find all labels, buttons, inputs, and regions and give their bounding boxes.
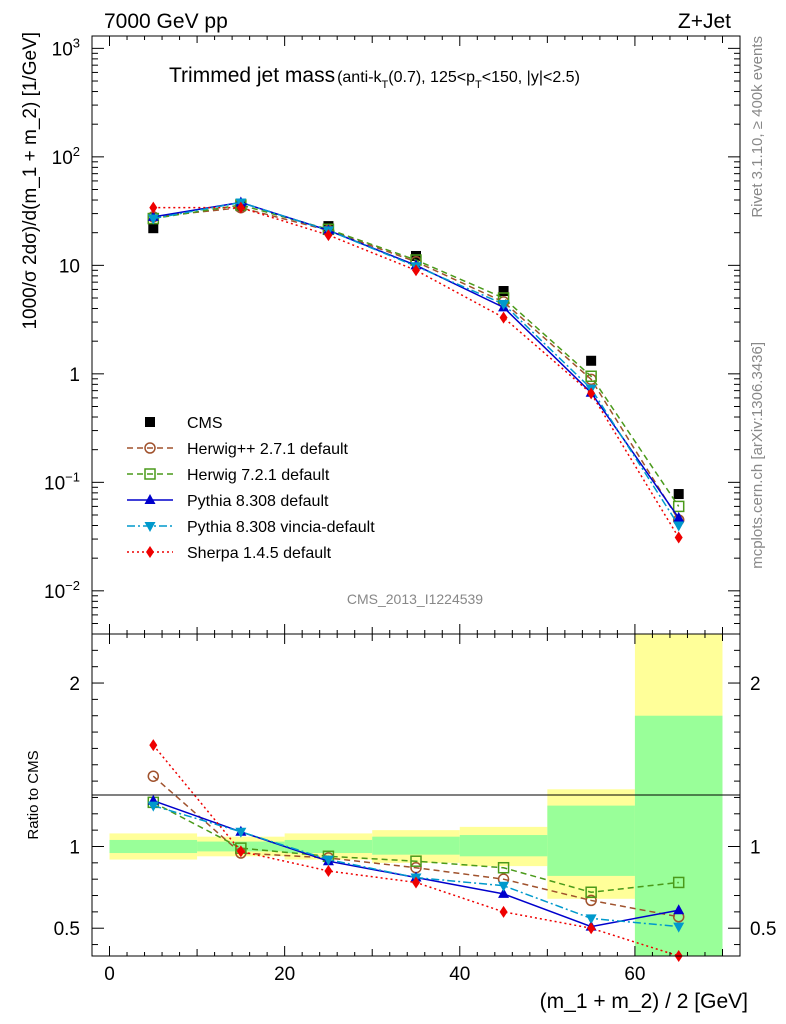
legend-marker-cms [145, 417, 155, 427]
y-tick-label-ratio-right: 2 [750, 674, 761, 695]
main-y-axis-label: 1000/σ 2dσ)/d(m_1 + m_2) [1/GeV] [20, 32, 41, 330]
ratio-panel-frame [91, 633, 741, 957]
header-left: 7000 GeV pp [104, 10, 228, 33]
ratio-band-inner [284, 839, 373, 854]
y-tick-label-main: 1 [69, 365, 80, 386]
legend-marker-herwig7 [144, 468, 156, 480]
ratio-band-inner [634, 715, 723, 956]
data-point-pythia [673, 511, 685, 522]
ratio-point-pythia [498, 887, 510, 898]
y-tick-exponent: 3 [73, 35, 80, 50]
ratio-point-vincia [322, 855, 334, 866]
side-label-bottom: mcplots.cern.ch [arXiv:1306.3436] [749, 342, 766, 569]
ratio-point-sherpa [149, 739, 158, 752]
y-tick-exponent: −2 [65, 578, 80, 593]
data-point-sherpa [499, 311, 508, 324]
legend-label-sherpa: Sherpa 1.4.5 default [187, 545, 332, 562]
side-label-top: Rivet 3.1.10, ≥ 400k events [749, 36, 766, 218]
y-tick-label-ratio: 1 [69, 837, 80, 858]
y-tick-label-main: 103 [52, 35, 80, 60]
ratio-point-herwigpp [147, 770, 160, 782]
ratio-band-inner [547, 805, 635, 876]
ratio-line-herwig7 [152, 801, 679, 894]
data-point-herwig7 [585, 370, 597, 383]
y-tick-label-main: 102 [52, 144, 80, 169]
legend-label-vincia: Pythia 8.308 vincia-default [187, 519, 375, 536]
ratio-point-vincia [147, 801, 159, 812]
ratio-line-herwigpp [152, 775, 679, 918]
y-tick-label-ratio: 2 [69, 674, 80, 695]
ratio-point-vincia [235, 827, 247, 838]
ratio-point-sherpa [324, 865, 333, 878]
legend-label-cms: CMS [187, 415, 223, 432]
data-point-cms [148, 223, 159, 234]
x-axis-label: (m_1 + m_2) / 2 [GeV] [540, 990, 748, 1013]
ratio-point-sherpa [499, 905, 508, 918]
data-point-vincia [673, 521, 685, 532]
data-point-cms [498, 286, 509, 297]
plot-title: Trimmed jet mass (anti-kT(0.7), 125<pT<15… [169, 64, 580, 91]
ratio-point-sherpa [412, 876, 420, 889]
ratio-point-herwig7 [497, 861, 510, 874]
data-point-vincia [498, 300, 510, 311]
ratio-point-herwig7 [410, 855, 422, 867]
ratio-point-sherpa [587, 922, 596, 935]
y-tick-label-main: 10−1 [44, 469, 80, 494]
plot-title-main: Trimmed jet mass [169, 64, 335, 87]
data-point-vincia [147, 214, 159, 225]
ratio-point-herwig7 [672, 876, 685, 889]
analysis-watermark: CMS_2013_I1224539 [347, 591, 483, 607]
data-point-sherpa [236, 201, 245, 214]
ratio-point-pythia [673, 904, 685, 915]
data-point-sherpa [674, 531, 683, 544]
ratio-point-herwig7 [585, 886, 597, 899]
legend-label-pythia: Pythia 8.308 default [187, 493, 329, 510]
ratio-point-vincia [585, 914, 597, 925]
y-tick-label-ratio: 0.5 [54, 919, 80, 940]
data-point-herwig7 [672, 500, 685, 513]
series-line-herwig7 [153, 204, 680, 507]
y-tick-exponent: −1 [65, 469, 80, 484]
data-point-cms [586, 355, 597, 366]
axes-group: 0 20 40 60 10−2 10−1 1 10 102 103 0.5 0.5 1 1 2 2 [44, 35, 776, 985]
y-tick-label-main: 10−2 [44, 578, 80, 603]
legend-marker-pythia [144, 494, 156, 504]
x-tick-label: 0 [104, 964, 115, 985]
legend-marker-sherpa [146, 546, 154, 558]
y-tick-exponent: 2 [73, 144, 80, 159]
x-tick-label: 20 [274, 964, 295, 985]
ratio-point-vincia [498, 881, 510, 892]
x-tick-label: 60 [624, 964, 645, 985]
ratio-band-inner [459, 835, 548, 857]
ratio-band-inner [372, 836, 460, 855]
legend-marker-vincia [144, 522, 156, 532]
data-point-sherpa [412, 264, 420, 277]
y-tick-label-main: 10 [59, 256, 80, 277]
legend-marker-herwigpp [144, 442, 156, 454]
legend-label-herwig7: Herwig 7.2.1 default [187, 467, 330, 484]
main-series-group [147, 196, 685, 544]
y-tick-label-ratio-right: 0.5 [750, 919, 776, 940]
ratio-band-inner [109, 839, 198, 854]
data-point-sherpa [324, 229, 333, 242]
ratio-series-group [147, 739, 685, 962]
ratio-point-herwigpp [585, 894, 597, 907]
data-point-sherpa [587, 387, 596, 400]
header-right: Z+Jet [678, 10, 731, 33]
legend: CMS Herwig++ 2.7.1 default Herwig 7.2.1 de… [127, 415, 375, 562]
x-tick-label: 40 [449, 964, 470, 985]
ratio-point-vincia [673, 922, 685, 933]
legend-label-herwigpp: Herwig++ 2.7.1 default [187, 441, 349, 458]
y-tick-label-ratio-right: 1 [750, 837, 761, 858]
plot-title-detail: (anti-kT(0.7), 125<pT<150, |y|<2.5) [337, 69, 580, 91]
ratio-y-axis-label: Ratio to CMS [25, 750, 42, 839]
data-point-cms [673, 489, 684, 500]
data-point-sherpa [149, 201, 158, 214]
ratio-point-sherpa [236, 845, 245, 858]
